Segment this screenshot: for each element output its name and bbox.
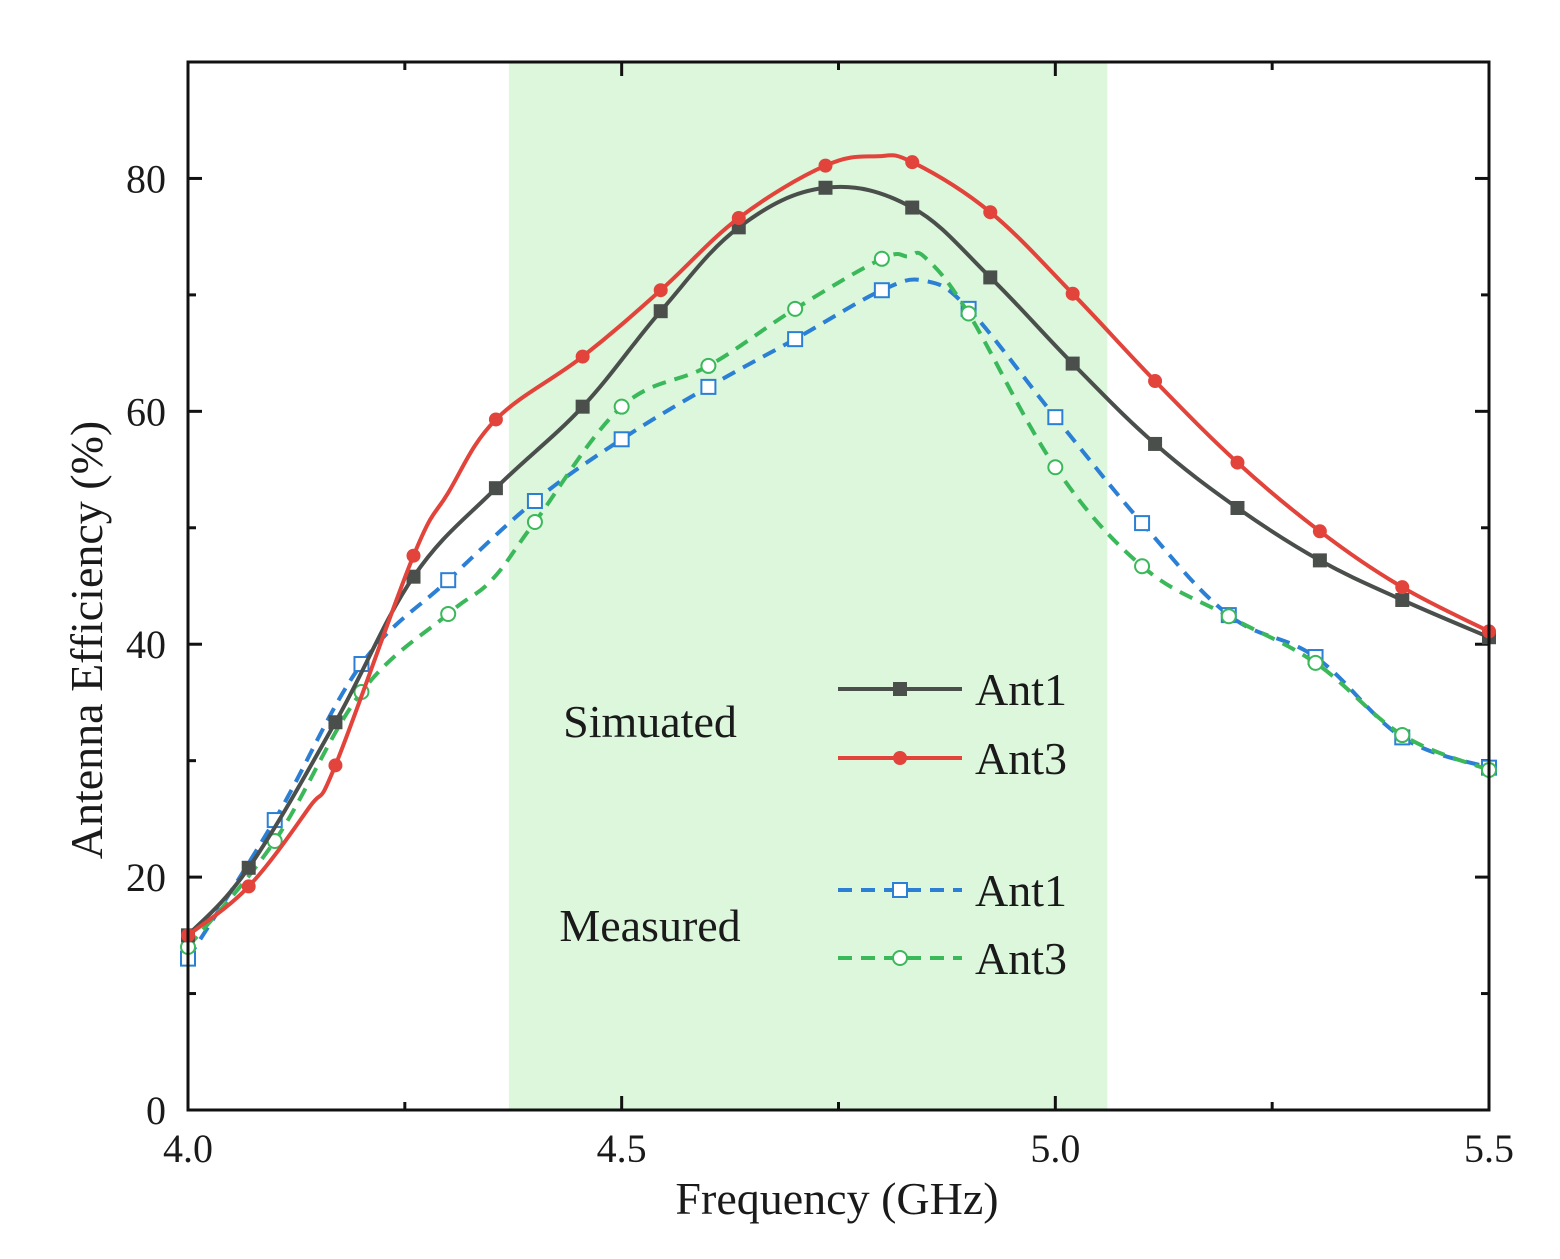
marker-sim-ant3 <box>818 158 833 173</box>
marker-meas-ant3 <box>787 300 804 317</box>
series-sim-ant3 <box>181 153 1496 943</box>
marker-sim-ant3 <box>653 283 668 298</box>
marker-meas-ant1 <box>1047 409 1064 426</box>
marker-meas-ant1 <box>700 378 717 395</box>
legend-group-label-measured: Measured <box>559 900 740 951</box>
marker-sim-ant1 <box>575 399 590 414</box>
legend-label-sim-ant1: Ant1 <box>975 664 1067 715</box>
marker-sim-ant3 <box>406 548 421 563</box>
marker-meas-ant3 <box>1047 459 1064 476</box>
marker-sim-ant3 <box>328 758 343 773</box>
marker-meas-ant3 <box>440 605 457 622</box>
y-tick-label: 80 <box>126 156 166 201</box>
y-tick-label: 0 <box>146 1088 166 1133</box>
marker-meas-ant1 <box>1134 515 1151 532</box>
marker-sim-ant1 <box>653 304 668 319</box>
marker-sim-ant3 <box>1148 374 1163 389</box>
marker-sim-ant1 <box>1230 500 1245 515</box>
marker-sim-ant1 <box>1065 356 1080 371</box>
series-meas-ant3 <box>180 250 1497 955</box>
y-tick-label: 40 <box>126 622 166 667</box>
legend-marker-meas-ant3 <box>892 950 908 966</box>
marker-meas-ant1 <box>526 492 543 509</box>
legend-item-sim-ant1: Ant1 <box>838 664 1067 715</box>
legend-label-meas-ant1: Ant1 <box>975 865 1067 916</box>
marker-meas-ant3 <box>700 357 717 374</box>
marker-meas-ant3 <box>873 250 890 267</box>
marker-meas-ant3 <box>1134 558 1151 575</box>
marker-sim-ant3 <box>983 205 998 220</box>
marker-sim-ant1 <box>488 481 503 496</box>
legend-item-sim-ant3: Ant3 <box>838 733 1067 784</box>
marker-sim-ant1 <box>406 569 421 584</box>
marker-sim-ant1 <box>1312 553 1327 568</box>
marker-sim-ant1 <box>905 200 920 215</box>
marker-meas-ant3 <box>526 513 543 530</box>
marker-meas-ant3 <box>1307 654 1324 671</box>
y-tick-label: 20 <box>126 855 166 900</box>
marker-meas-ant3 <box>960 305 977 322</box>
series-line-sim-ant3 <box>186 153 1490 937</box>
highlight-band <box>508 62 1108 1110</box>
series-layer <box>180 153 1497 967</box>
marker-sim-ant3 <box>905 155 920 170</box>
marker-sim-ant3 <box>575 349 590 364</box>
x-tick-label: 4.5 <box>597 1126 647 1171</box>
marker-sim-ant3 <box>488 412 503 427</box>
marker-sim-ant1 <box>1148 436 1163 451</box>
marker-sim-ant1 <box>1395 592 1410 607</box>
marker-meas-ant1 <box>787 331 804 348</box>
legend-marker-meas-ant1 <box>892 882 908 898</box>
marker-meas-ant3 <box>1394 727 1411 744</box>
marker-sim-ant1 <box>328 715 343 730</box>
legend-item-meas-ant3: Ant3 <box>838 933 1067 984</box>
legend-group-label-simulated: Simuated <box>563 696 737 747</box>
x-tick-label: 5.0 <box>1030 1126 1080 1171</box>
tick-label-layer: 4.0 4.5 5.0 5.5 0 20 40 60 80 <box>126 156 1514 1171</box>
marker-sim-ant3 <box>1230 455 1245 470</box>
marker-sim-ant3 <box>1395 580 1410 595</box>
marker-sim-ant1 <box>818 180 833 195</box>
legend-item-meas-ant1: Ant1 <box>838 865 1067 916</box>
y-tick-label: 60 <box>126 389 166 434</box>
legend-marker-sim-ant3 <box>893 751 907 765</box>
marker-sim-ant3 <box>241 879 256 894</box>
marker-meas-ant1 <box>440 572 457 589</box>
marker-meas-ant3 <box>613 398 630 415</box>
y-axis-title: Antenna Efficiency (%) <box>61 421 112 860</box>
legend-marker-sim-ant1 <box>893 682 907 696</box>
marker-sim-ant3 <box>731 211 746 226</box>
marker-meas-ant3 <box>1220 608 1237 625</box>
marker-meas-ant1 <box>873 282 890 299</box>
marker-sim-ant3 <box>1312 524 1327 539</box>
marker-sim-ant3 <box>1065 286 1080 301</box>
marker-meas-ant1 <box>613 431 630 448</box>
marker-sim-ant1 <box>241 860 256 875</box>
legend-label-meas-ant3: Ant3 <box>975 933 1067 984</box>
legend-label-sim-ant3: Ant3 <box>975 733 1067 784</box>
marker-sim-ant1 <box>983 270 998 285</box>
plot-frame <box>186 60 1491 1112</box>
legend: Simuated Measured Ant1 Ant3 Ant1 Ant3 <box>559 664 1067 984</box>
x-tick-label: 5.5 <box>1464 1126 1514 1171</box>
x-tick-label: 4.0 <box>163 1126 213 1171</box>
x-axis-title: Frequency (GHz) <box>675 1173 998 1224</box>
